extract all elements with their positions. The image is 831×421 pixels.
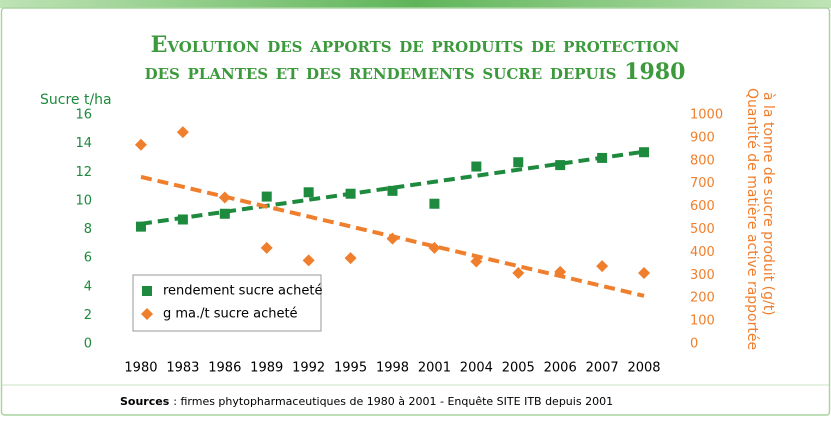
marker — [596, 260, 609, 273]
y-tick-label: 16 — [75, 108, 92, 123]
marker — [513, 157, 524, 168]
x-tick-label: 1989 — [250, 361, 283, 376]
y2-tick-label: 700 — [690, 176, 715, 191]
marker — [261, 191, 272, 202]
marker — [141, 308, 153, 320]
marker — [177, 214, 188, 225]
marker — [134, 138, 147, 151]
y2-tick-label: 300 — [690, 268, 715, 283]
top-band — [0, 0, 831, 8]
source-label: Sources — [120, 395, 170, 408]
marker — [512, 267, 525, 280]
y2-tick-label: 600 — [690, 199, 715, 214]
marker — [218, 191, 231, 204]
y-axis-label: Sucre t/ha — [40, 92, 112, 108]
y-tick-label: 12 — [75, 165, 92, 180]
y2-tick-label: 100 — [690, 314, 715, 329]
y2-tick-label: 200 — [690, 291, 715, 306]
legend-box — [132, 274, 322, 332]
marker — [303, 187, 314, 198]
y2-tick-label: 1000 — [690, 108, 723, 123]
marker — [302, 254, 315, 267]
x-tick-label: 2001 — [418, 361, 451, 376]
source: Sources: firmes phytopharmaceutiques de … — [120, 395, 613, 408]
marker — [344, 252, 357, 265]
legend-label: g ma./t sucre acheté — [163, 307, 298, 322]
marker — [639, 147, 650, 158]
y-tick-label: 2 — [84, 308, 92, 323]
x-tick-label: 2005 — [502, 361, 535, 376]
y-tick-label: 0 — [84, 337, 92, 352]
x-tick-label: 1998 — [376, 361, 409, 376]
source-text: : firmes phytopharmaceutiques de 1980 à … — [173, 395, 613, 408]
x-tick-label: 1980 — [124, 361, 157, 376]
y-tick-label: 8 — [84, 222, 92, 237]
marker — [428, 241, 441, 254]
marker — [554, 265, 567, 278]
x-tick-label: 2007 — [586, 361, 619, 376]
y2-tick-label: 900 — [690, 130, 715, 145]
y2-tick-label: 0 — [690, 337, 698, 352]
marker — [429, 198, 440, 209]
y-tick-label: 4 — [84, 279, 92, 294]
y2-axis-label: Quantité de matière active rapportée — [744, 88, 760, 350]
y2-tick-label: 800 — [690, 153, 715, 168]
marker — [638, 267, 651, 280]
y2-axis-label: à la tonne de sucre produit (g/t) — [760, 92, 776, 316]
y-tick-label: 10 — [75, 193, 92, 208]
marker — [387, 185, 398, 196]
y2-tick-label: 500 — [690, 222, 715, 237]
marker — [176, 126, 189, 139]
chart-title: Evolution des apports de produits de pro… — [151, 32, 680, 58]
y2-tick-label: 400 — [690, 245, 715, 260]
x-tick-label: 1983 — [166, 361, 199, 376]
marker — [386, 232, 399, 245]
x-tick-label: 1995 — [334, 361, 367, 376]
x-tick-label: 1992 — [292, 361, 325, 376]
y-tick-label: 6 — [84, 251, 92, 266]
marker — [470, 255, 483, 268]
x-tick-label: 2006 — [544, 361, 577, 376]
marker — [260, 241, 273, 254]
legend-label: rendement sucre acheté — [163, 284, 322, 299]
frame — [0, 7, 831, 416]
x-tick-label: 2008 — [627, 361, 660, 376]
marker — [597, 152, 608, 163]
marker — [471, 161, 482, 172]
marker — [555, 160, 566, 171]
marker — [345, 188, 356, 199]
marker — [135, 221, 146, 232]
x-tick-label: 1986 — [208, 361, 241, 376]
y-tick-label: 14 — [75, 136, 92, 151]
marker — [219, 208, 230, 219]
chart-title: des plantes et des rendements sucre depu… — [145, 59, 686, 85]
x-tick-label: 2004 — [460, 361, 493, 376]
marker — [142, 286, 152, 296]
